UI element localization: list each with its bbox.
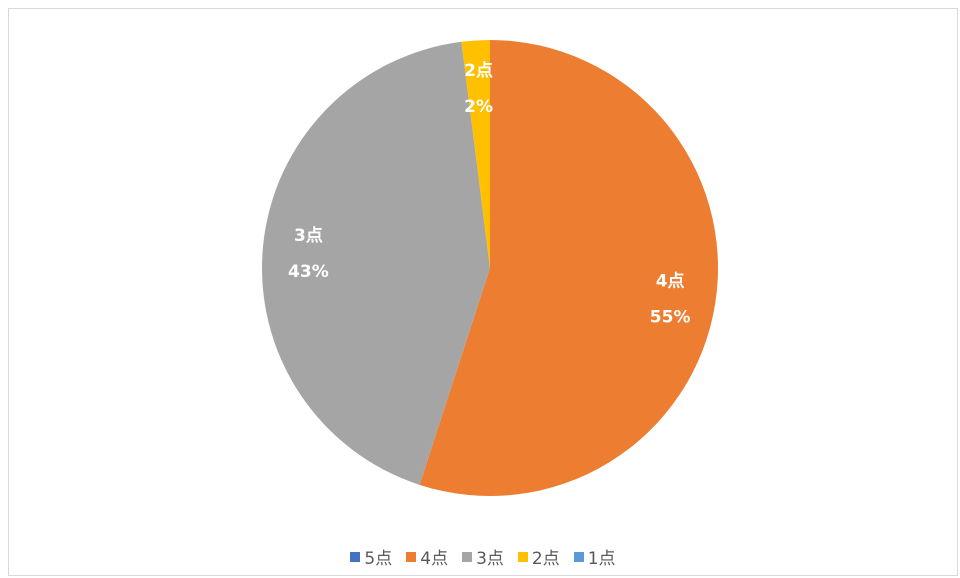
legend-label: 3点 xyxy=(476,549,504,569)
legend-label: 4点 xyxy=(420,549,449,569)
pie-chart: 4点 55% 3点 43% 2点 2% xyxy=(261,40,718,497)
chart-area: 4点 55% 3点 43% 2点 2% 5点 4点 3点 2点 1点 xyxy=(8,8,958,576)
slice-label-percent: 55% xyxy=(650,308,691,328)
legend-swatch xyxy=(462,551,473,562)
legend-label: 1点 xyxy=(587,549,616,569)
legend-item: 4点 xyxy=(406,544,448,569)
legend-item: 3点 xyxy=(462,544,504,569)
legend: 5点 4点 3点 2点 1点 xyxy=(9,544,957,569)
slice-label-category: 4点 xyxy=(656,271,685,292)
slice-label-category: 2点 xyxy=(464,60,493,81)
legend-item: 5点 xyxy=(350,544,392,569)
legend-label: 2点 xyxy=(531,549,560,569)
legend-swatch xyxy=(517,551,528,562)
slice-label-category: 3点 xyxy=(294,225,323,246)
pie-slice-4点 xyxy=(419,40,718,497)
legend-item: 2点 xyxy=(517,544,560,569)
slice-label-percent: 2% xyxy=(464,97,493,117)
legend-label: 5点 xyxy=(364,549,393,569)
legend-swatch xyxy=(350,551,361,562)
legend-swatch xyxy=(406,551,417,562)
legend-item: 1点 xyxy=(573,544,616,569)
legend-swatch xyxy=(573,551,584,562)
slice-label-percent: 43% xyxy=(288,262,329,282)
pie-slice-2点 xyxy=(461,40,490,268)
pie-slice-3点 xyxy=(261,41,490,485)
